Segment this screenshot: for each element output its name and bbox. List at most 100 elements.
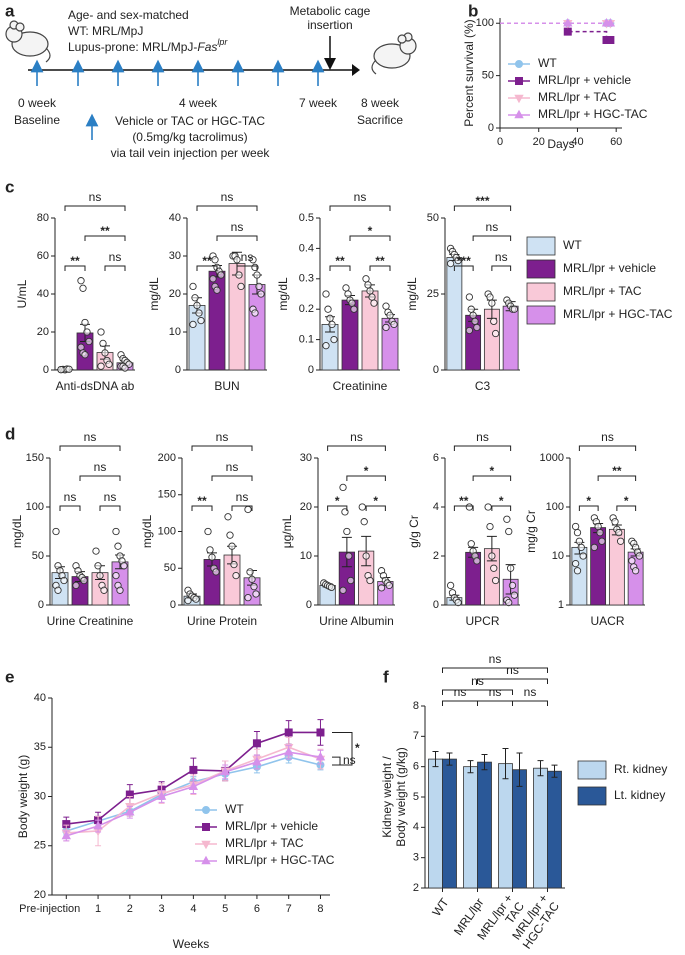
data-point	[377, 584, 386, 592]
marker	[563, 27, 572, 36]
data-point	[454, 598, 462, 607]
marker	[563, 18, 573, 27]
data-point	[368, 293, 376, 301]
data-point	[81, 351, 89, 359]
lupus-allele: lpr	[217, 37, 228, 47]
x-tick-label: 40	[571, 136, 583, 148]
data-point	[344, 290, 352, 298]
y-axis-label: μg/mL	[280, 514, 294, 548]
legend-label: Lt. kidney	[614, 788, 665, 802]
x-axis-label: Days	[547, 137, 574, 151]
data-point	[85, 337, 93, 346]
data-point	[362, 552, 370, 560]
y-tick-label: 2	[433, 550, 439, 562]
data-point	[250, 582, 258, 591]
significance-label: ns	[489, 652, 502, 666]
significance-bracket	[59, 505, 81, 511]
data-point	[385, 581, 393, 590]
significance-label: **	[612, 464, 622, 478]
y-tick-label: 35	[34, 741, 46, 753]
data-point	[390, 320, 398, 329]
significance-bracket	[327, 445, 386, 451]
significance-bracket	[616, 505, 637, 511]
significance-label: ns	[601, 430, 614, 444]
data-point	[251, 309, 259, 317]
y-tick-label: 0	[308, 364, 314, 376]
data-point	[446, 581, 455, 590]
y-axis-label: mg/dL	[405, 277, 419, 311]
data-point	[206, 546, 214, 554]
bar	[477, 761, 492, 889]
data-point	[348, 299, 356, 307]
data-point	[382, 323, 390, 332]
data-point	[248, 575, 256, 583]
marker	[515, 77, 523, 85]
marker	[156, 791, 167, 800]
marker	[284, 728, 293, 737]
significance-bracket	[64, 265, 86, 271]
significance-label: *	[364, 464, 369, 478]
data-point	[347, 576, 355, 585]
significance-bracket	[196, 265, 218, 271]
data-point	[211, 256, 219, 264]
panel-label: f	[383, 667, 389, 686]
y-tick-label: 30	[169, 250, 181, 262]
timeline-label: 8 week	[361, 96, 400, 110]
data-point	[322, 290, 330, 298]
significance-label: ns	[84, 430, 97, 444]
y-tick-label: 6	[433, 452, 439, 464]
data-point	[192, 595, 200, 603]
significance-bracket	[327, 505, 348, 511]
marker	[315, 751, 326, 761]
data-point	[191, 294, 199, 302]
data-point	[257, 290, 265, 298]
data-point	[83, 328, 91, 336]
y-tick-label: 7	[413, 730, 419, 742]
lupus-text: Lupus-prone: MRL/MpJ-Faslpr	[68, 37, 228, 54]
data-point	[573, 567, 582, 575]
timeline-label: Baseline	[14, 113, 60, 127]
error-bar	[551, 764, 558, 778]
legend-label: MRL/lpr + vehicle	[538, 73, 631, 87]
significance-label: ns	[104, 490, 117, 504]
x-tick-label: 60	[610, 136, 622, 148]
data-point	[364, 281, 372, 289]
y-tick-label: 40	[37, 288, 49, 300]
error-bar	[361, 535, 372, 567]
timeline-label: 4 week	[179, 96, 218, 110]
data-point	[322, 342, 330, 350]
error-bar	[516, 752, 523, 787]
data-point	[469, 311, 477, 319]
data-point	[386, 311, 394, 319]
data-point	[81, 318, 89, 327]
y-tick-label: 20	[34, 889, 46, 901]
significance-label: ns	[226, 460, 239, 474]
marker	[202, 823, 210, 831]
significance-bracket	[477, 700, 513, 706]
y-tick-label: 60	[37, 250, 49, 262]
data-point	[235, 271, 243, 279]
data-point	[79, 284, 87, 292]
significance-label: ns	[236, 490, 249, 504]
data-point	[594, 522, 602, 531]
y-axis-label: mg/dL	[140, 515, 154, 549]
data-point	[358, 503, 366, 511]
x-tick-label: 7	[286, 903, 292, 915]
y-tick-label: 40	[169, 212, 181, 224]
y-tick-label: 0.4	[299, 242, 314, 254]
y-axis-label: Percent survival (%)	[462, 19, 476, 126]
significance-label: ns	[231, 220, 244, 234]
marker	[514, 94, 524, 104]
y-tick-label: 30	[300, 452, 312, 464]
data-point	[212, 568, 220, 576]
y-tick-label: 50	[32, 550, 44, 562]
data-point	[488, 552, 496, 560]
significance-bracket	[442, 689, 513, 695]
significance-bracket	[578, 445, 637, 451]
data-point	[324, 305, 332, 313]
legend-swatch	[526, 282, 556, 302]
y-axis-label: mg/dL	[276, 277, 290, 311]
timeline-end	[352, 64, 360, 76]
bar	[248, 284, 266, 371]
data-point	[99, 339, 107, 348]
